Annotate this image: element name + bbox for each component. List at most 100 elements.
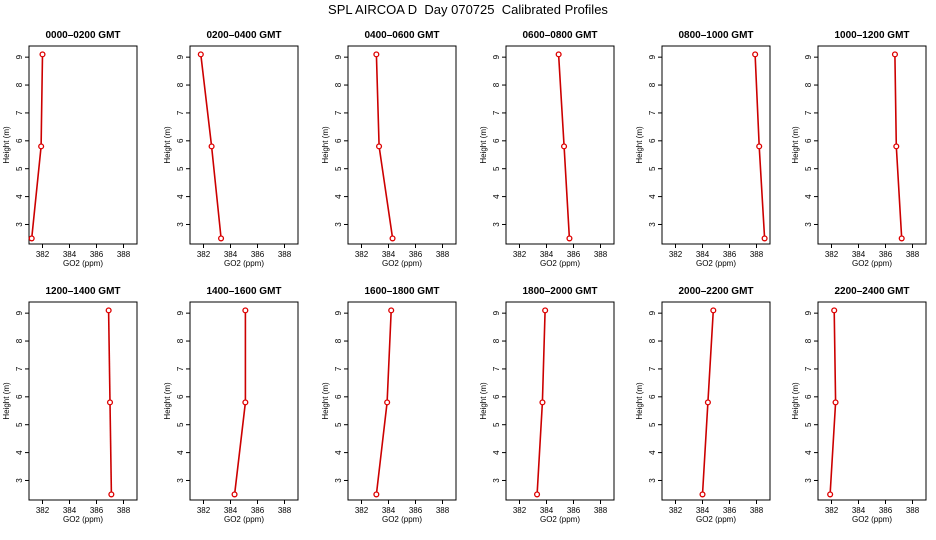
x-tick-label: 382: [197, 506, 211, 515]
y-tick-label: 6: [334, 138, 343, 143]
y-tick-label: 9: [334, 310, 343, 315]
data-point: [384, 399, 391, 406]
data-point: [891, 51, 898, 58]
x-tick-label: 388: [278, 506, 292, 515]
x-tick-label: 388: [117, 250, 131, 259]
x-tick-label: 382: [355, 506, 369, 515]
y-tick-label: 7: [176, 110, 185, 115]
data-point: [539, 399, 546, 406]
x-tick-label: 386: [723, 250, 737, 259]
x-tick-label: 388: [750, 250, 764, 259]
panel-title: 1000–1200 GMT: [834, 30, 909, 41]
y-tick-label: 3: [334, 222, 343, 227]
plot-frame: [189, 301, 299, 501]
data-point: [39, 51, 46, 58]
y-tick-label: 7: [176, 366, 185, 371]
plot-frame: [661, 301, 771, 501]
y-tick-label: 5: [492, 166, 501, 171]
y-tick-label: 4: [648, 194, 657, 199]
x-axis-label: GO2 (ppm): [224, 515, 264, 524]
y-tick-label: 4: [492, 450, 501, 455]
data-point: [542, 307, 549, 314]
data-point: [373, 51, 380, 58]
plot-frame: [347, 45, 457, 245]
x-tick-label: 388: [436, 506, 450, 515]
y-tick-label: 5: [176, 166, 185, 171]
y-tick-label: 9: [15, 54, 24, 59]
y-tick-label: 4: [334, 450, 343, 455]
panel-title: 0400–0600 GMT: [364, 30, 439, 41]
x-tick-label: 386: [409, 250, 423, 259]
x-axis-label: GO2 (ppm): [224, 259, 264, 268]
data-point: [106, 399, 114, 406]
panel-title: 2000–2200 GMT: [678, 286, 753, 297]
y-tick-label: 3: [648, 222, 657, 227]
y-tick-label: 9: [492, 310, 501, 315]
data-point: [389, 235, 396, 242]
panel-2: 0400–0600 GMT 382 384 386 388 3 4 5 6 7 8 9 GO2 (ppm…: [321, 30, 457, 268]
y-tick-label: 3: [176, 222, 185, 227]
data-point: [533, 491, 541, 498]
y-axis-label: Height (m): [321, 126, 330, 164]
data-point: [752, 51, 759, 58]
y-tick-label: 6: [804, 138, 813, 143]
y-tick-label: 6: [176, 394, 185, 399]
y-tick-label: 8: [492, 338, 501, 343]
x-tick-label: 382: [513, 506, 527, 515]
y-tick-label: 3: [15, 478, 24, 483]
y-tick-label: 5: [804, 422, 813, 427]
x-axis-label: GO2 (ppm): [382, 259, 422, 268]
x-axis-label: GO2 (ppm): [696, 259, 736, 268]
x-axis-label: GO2 (ppm): [852, 515, 892, 524]
data-point: [898, 235, 905, 242]
y-tick-label: 3: [804, 222, 813, 227]
y-tick-label: 4: [176, 450, 185, 455]
x-tick-label: 384: [382, 250, 396, 259]
x-tick-label: 384: [224, 250, 238, 259]
panel-3: 0600–0800 GMT 382 384 386 388 3 4 5 6 7 8 9 GO2 (ppm…: [479, 30, 615, 268]
y-axis-label: Height (m): [2, 126, 11, 164]
plot-frame: [28, 45, 138, 245]
plot-frame: [505, 45, 615, 245]
data-point: [375, 143, 383, 150]
data-point: [560, 143, 568, 150]
x-tick-label: 382: [513, 250, 527, 259]
y-tick-label: 7: [492, 110, 501, 115]
plot-frame: [817, 301, 927, 501]
panel-11: 2200–2400 GMT 382 384 386 388 3 4 5 6 7 8 9 GO2 (ppm…: [791, 286, 927, 524]
data-point: [242, 307, 249, 314]
plot-frame: [505, 301, 615, 501]
x-tick-label: 384: [63, 250, 77, 259]
y-tick-label: 5: [15, 166, 24, 171]
data-point: [108, 491, 115, 498]
y-tick-label: 8: [804, 82, 813, 87]
y-tick-label: 8: [176, 338, 185, 343]
x-axis-label: GO2 (ppm): [382, 515, 422, 524]
y-tick-label: 8: [334, 82, 343, 87]
x-tick-label: 388: [594, 506, 608, 515]
panel-title: 1400–1600 GMT: [206, 286, 281, 297]
y-tick-label: 7: [648, 366, 657, 371]
x-axis-label: GO2 (ppm): [540, 515, 580, 524]
y-tick-label: 5: [648, 166, 657, 171]
x-tick-label: 386: [251, 506, 265, 515]
y-tick-label: 3: [648, 478, 657, 483]
y-axis-label: Height (m): [791, 126, 800, 164]
y-tick-label: 9: [15, 310, 24, 315]
x-tick-label: 382: [825, 250, 839, 259]
data-point: [893, 143, 900, 150]
y-tick-label: 8: [15, 338, 24, 343]
panel-9: 1800–2000 GMT 382 384 386 388 3 4 5 6 7 8 9 GO2 (ppm…: [479, 286, 615, 524]
x-tick-label: 388: [750, 506, 764, 515]
panel-4: 0800–1000 GMT 382 384 386 388 3 4 5 6 7 8 9 GO2 (ppm…: [635, 30, 771, 268]
panel-10: 2000–2200 GMT 382 384 386 388 3 4 5 6 7 8 9 GO2 (ppm…: [635, 286, 771, 524]
data-point: [208, 143, 215, 150]
x-axis-label: GO2 (ppm): [852, 259, 892, 268]
y-tick-label: 6: [492, 394, 501, 399]
data-point: [28, 235, 35, 242]
y-tick-label: 9: [334, 54, 343, 59]
plot-frame: [189, 45, 299, 245]
plot-frame: [661, 45, 771, 245]
data-point: [827, 491, 834, 498]
